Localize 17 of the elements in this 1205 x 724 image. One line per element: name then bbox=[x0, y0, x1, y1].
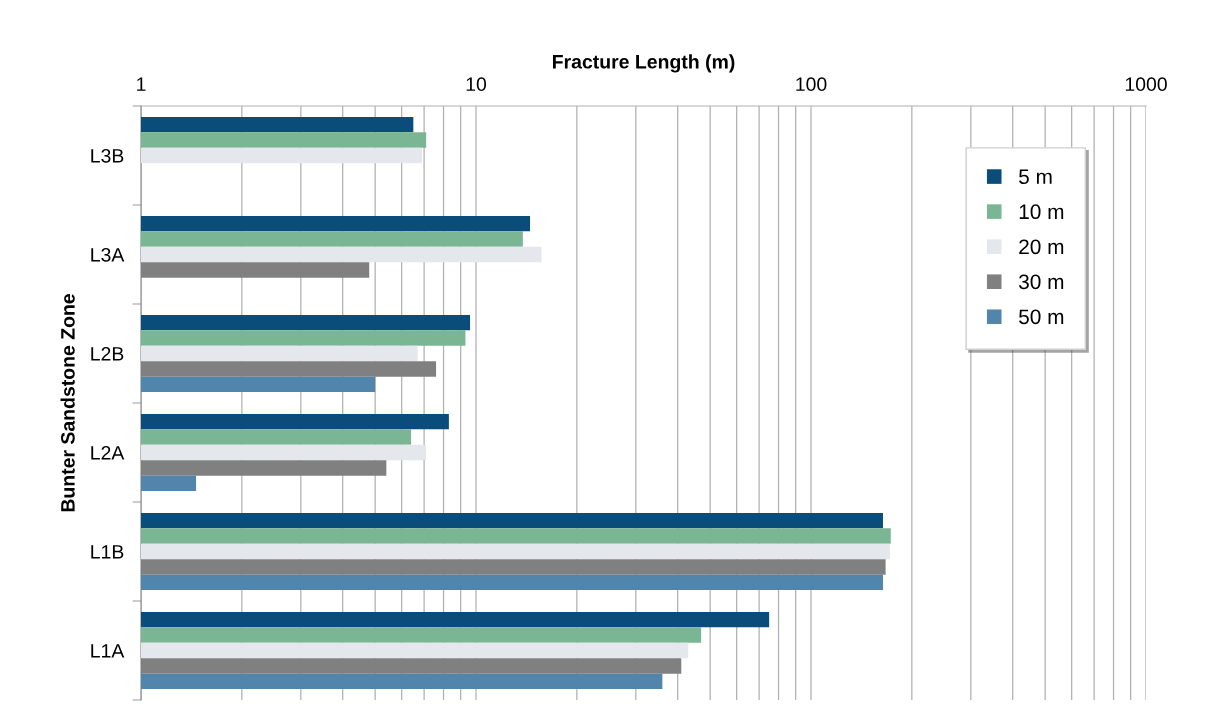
legend-label: 30 m bbox=[1018, 274, 1064, 290]
legend-label: 20 m bbox=[1019, 239, 1064, 255]
legend-label: 50 m bbox=[1019, 309, 1064, 325]
y-axis-title: Bunter Sandstone Zone bbox=[60, 294, 75, 512]
x-tick-label: 10 bbox=[466, 77, 487, 92]
y-tick-label: L3A bbox=[91, 247, 125, 262]
y-tick-label: L2B bbox=[91, 346, 124, 361]
y-tick-label: L2A bbox=[91, 445, 125, 460]
x-axis-title: Fracture Length (m) bbox=[552, 54, 735, 73]
y-tick-label: L3B bbox=[91, 148, 124, 163]
y-tick-label: L1B bbox=[91, 545, 124, 559]
y-tick-label: L1A bbox=[91, 644, 125, 658]
x-tick-label: 1000 bbox=[1125, 77, 1167, 92]
legend-label: 5 m bbox=[1019, 169, 1052, 185]
legend-label: 10 m bbox=[1019, 204, 1064, 220]
x-tick-label: 1 bbox=[137, 77, 146, 91]
x-tick-label: 100 bbox=[796, 77, 827, 92]
